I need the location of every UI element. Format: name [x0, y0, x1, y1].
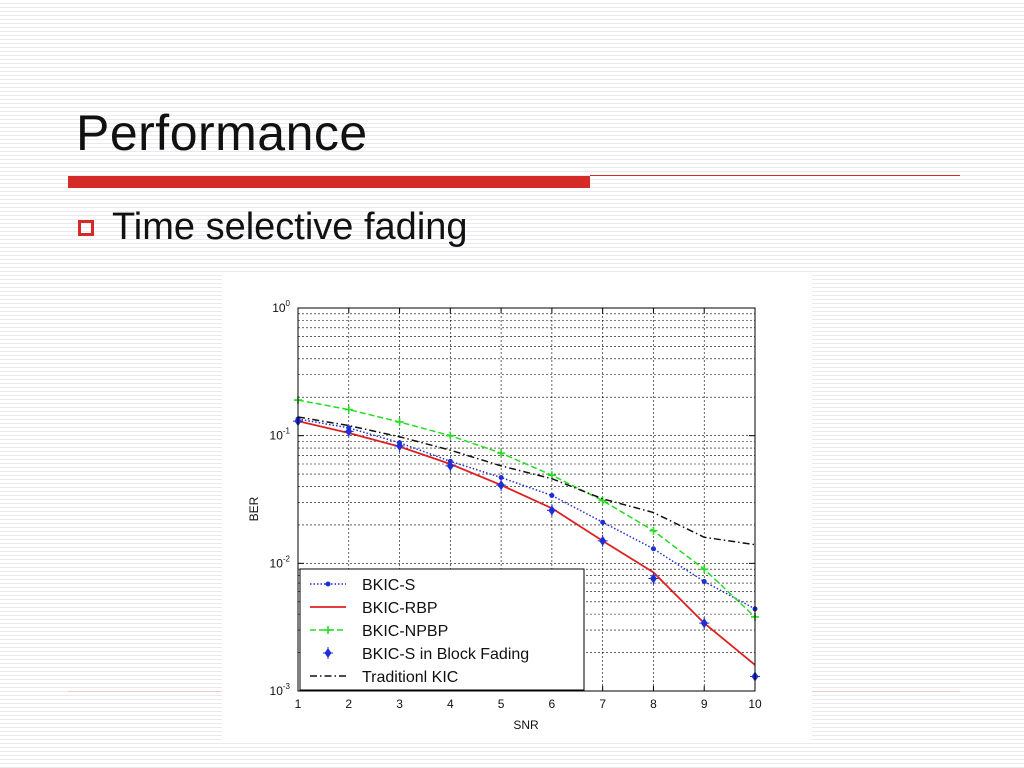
series-line — [297, 420, 756, 666]
y-tick-label: 10-1 — [270, 427, 291, 443]
series-point — [600, 519, 606, 525]
axes: 1 2 3 4 5 6 7 8 9 10 100 10-1 10-2 10-3 — [270, 299, 762, 711]
series-point-cross — [597, 534, 608, 547]
series-point-cross — [394, 439, 405, 452]
series-bkic-rbp — [297, 420, 756, 666]
series-point — [344, 405, 353, 414]
series-point-cross — [648, 572, 659, 585]
legend-box — [299, 568, 585, 691]
x-tick-label: 5 — [498, 697, 505, 711]
title-underline-thin — [590, 175, 960, 176]
legend-label: BKIC-S in Block Fading — [362, 646, 529, 663]
x-axis-label: SNR — [513, 718, 539, 732]
series-lines — [293, 396, 760, 683]
series-point — [700, 565, 709, 574]
y-tick-label: 100 — [272, 299, 290, 315]
series-line — [297, 399, 756, 618]
y-axis-label: BER — [247, 496, 261, 521]
series-point — [498, 475, 504, 481]
legend-item: Traditionl KIC — [310, 669, 458, 686]
series-point — [650, 546, 656, 552]
legend-label: BKIC-RBP — [362, 600, 438, 617]
x-tick-label: 7 — [599, 697, 606, 711]
series-line — [297, 418, 756, 610]
series-point-cross — [496, 479, 507, 492]
bullet-item: Time selective fading — [78, 206, 468, 249]
series-point — [549, 492, 555, 498]
series-traditionl-kic — [297, 416, 756, 546]
legend-label: BKIC-S — [362, 577, 415, 594]
legend-item: BKIC-NPBP — [310, 623, 448, 640]
legend-label: BKIC-NPBP — [362, 623, 448, 640]
y-tick-label: 10-3 — [270, 682, 291, 698]
x-tick-label: 3 — [396, 697, 403, 711]
series-bkic-s-in-block-fading — [293, 415, 760, 683]
x-tick-label: 9 — [701, 697, 708, 711]
series-point — [395, 417, 404, 426]
series-point — [446, 431, 455, 440]
series-point — [701, 579, 707, 585]
series-point — [598, 496, 607, 505]
x-tick-label: 4 — [447, 697, 454, 711]
legend: BKIC-S BKIC-RBP BKIC-NPBP BKIC-S in Block F… — [299, 568, 585, 691]
y-tick-label: 10-2 — [270, 554, 291, 570]
series-point-cross — [343, 425, 354, 438]
legend-item: BKIC-S — [310, 577, 415, 594]
series-point — [547, 471, 556, 480]
footer-rule-left — [68, 691, 222, 692]
x-tick-label: 1 — [295, 697, 302, 711]
series-point-cross — [323, 647, 333, 659]
title-underline-accent — [68, 176, 590, 188]
square-bullet-icon — [78, 219, 94, 236]
x-tick-label: 10 — [748, 697, 762, 711]
series-point-cross — [546, 504, 557, 517]
series-point — [325, 581, 331, 587]
series-point-cross — [445, 459, 456, 472]
x-tick-label: 6 — [549, 697, 556, 711]
series-point — [324, 626, 332, 634]
ber-chart-svg: 1 2 3 4 5 6 7 8 9 10 100 10-1 10-2 10-3 SNR BER BKIC-… — [247, 299, 762, 732]
series-line — [297, 416, 756, 546]
slide-title: Performance — [76, 105, 368, 161]
legend-item: BKIC-RBP — [310, 600, 438, 617]
x-tick-label: 2 — [345, 697, 352, 711]
legend-label: Traditionl KIC — [362, 669, 458, 686]
series-point — [497, 449, 506, 458]
ber-chart: 1 2 3 4 5 6 7 8 9 10 100 10-1 10-2 10-3 SNR BER BKIC-… — [222, 272, 812, 742]
series-point-cross — [699, 617, 710, 630]
plot-area-frame — [297, 307, 756, 692]
bullet-text: Time selective fading — [112, 206, 468, 248]
series-point — [649, 526, 658, 535]
legend-item: BKIC-S in Block Fading — [323, 646, 529, 663]
footer-rule-right — [812, 691, 960, 692]
x-tick-label: 8 — [650, 697, 657, 711]
